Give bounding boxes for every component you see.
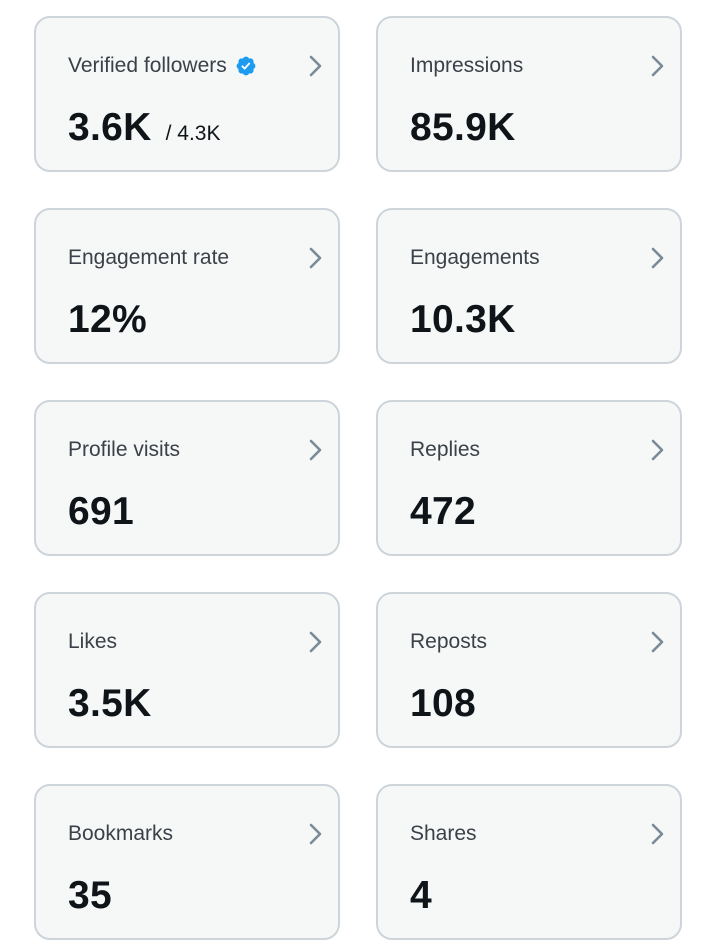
- metric-card-likes[interactable]: Likes 3.5K: [34, 592, 340, 748]
- metric-card-shares[interactable]: Shares 4: [376, 784, 682, 940]
- chevron-right-icon: [309, 55, 322, 77]
- chevron-right-icon: [309, 631, 322, 653]
- metric-card-bookmarks[interactable]: Bookmarks 35: [34, 784, 340, 940]
- metric-value: 108: [410, 682, 476, 725]
- chevron-right-icon: [651, 55, 664, 77]
- metric-label: Bookmarks: [68, 822, 174, 845]
- metric-value: 472: [410, 490, 476, 533]
- metric-card-reposts[interactable]: Reposts 108: [376, 592, 682, 748]
- metric-label: Shares: [410, 822, 477, 845]
- chevron-right-icon: [651, 823, 664, 845]
- metric-value: 691: [68, 490, 134, 533]
- metric-label: Impressions: [410, 54, 524, 77]
- metric-total: / 4.3K: [165, 122, 221, 145]
- metric-label: Engagement rate: [68, 246, 230, 269]
- metric-value: 85.9K: [410, 106, 516, 149]
- metric-card-verified-followers[interactable]: Verified followers 3.6K / 4.3K: [34, 16, 340, 172]
- chevron-right-icon: [651, 439, 664, 461]
- metric-card-engagements[interactable]: Engagements 10.3K: [376, 208, 682, 364]
- metric-label: Engagements: [410, 246, 540, 269]
- metric-label: Profile visits: [68, 438, 181, 461]
- metric-value: 12%: [68, 298, 147, 341]
- metric-value: 4: [410, 874, 432, 917]
- metric-card-impressions[interactable]: Impressions 85.9K: [376, 16, 682, 172]
- chevron-right-icon: [651, 247, 664, 269]
- chevron-right-icon: [309, 247, 322, 269]
- chevron-right-icon: [309, 439, 322, 461]
- metric-value: 3.6K / 4.3K: [68, 106, 220, 150]
- verified-badge-icon: [235, 55, 257, 77]
- metric-label: Likes: [68, 630, 118, 653]
- metric-value: 3.5K: [68, 682, 152, 725]
- metric-card-engagement-rate[interactable]: Engagement rate 12%: [34, 208, 340, 364]
- metric-label: Verified followers: [68, 54, 257, 78]
- metric-value: 35: [68, 874, 112, 917]
- metric-label: Reposts: [410, 630, 488, 653]
- metric-label-text: Verified followers: [68, 54, 227, 77]
- metric-card-replies[interactable]: Replies 472: [376, 400, 682, 556]
- metric-value: 10.3K: [410, 298, 516, 341]
- chevron-right-icon: [651, 631, 664, 653]
- metric-label: Replies: [410, 438, 481, 461]
- metric-value-text: 3.6K: [68, 106, 152, 149]
- chevron-right-icon: [309, 823, 322, 845]
- metric-card-profile-visits[interactable]: Profile visits 691: [34, 400, 340, 556]
